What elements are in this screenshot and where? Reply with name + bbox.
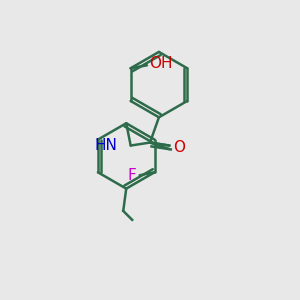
Text: F: F	[128, 168, 136, 183]
Text: HN: HN	[94, 138, 117, 153]
Text: O: O	[173, 140, 185, 155]
Text: OH: OH	[149, 56, 173, 71]
